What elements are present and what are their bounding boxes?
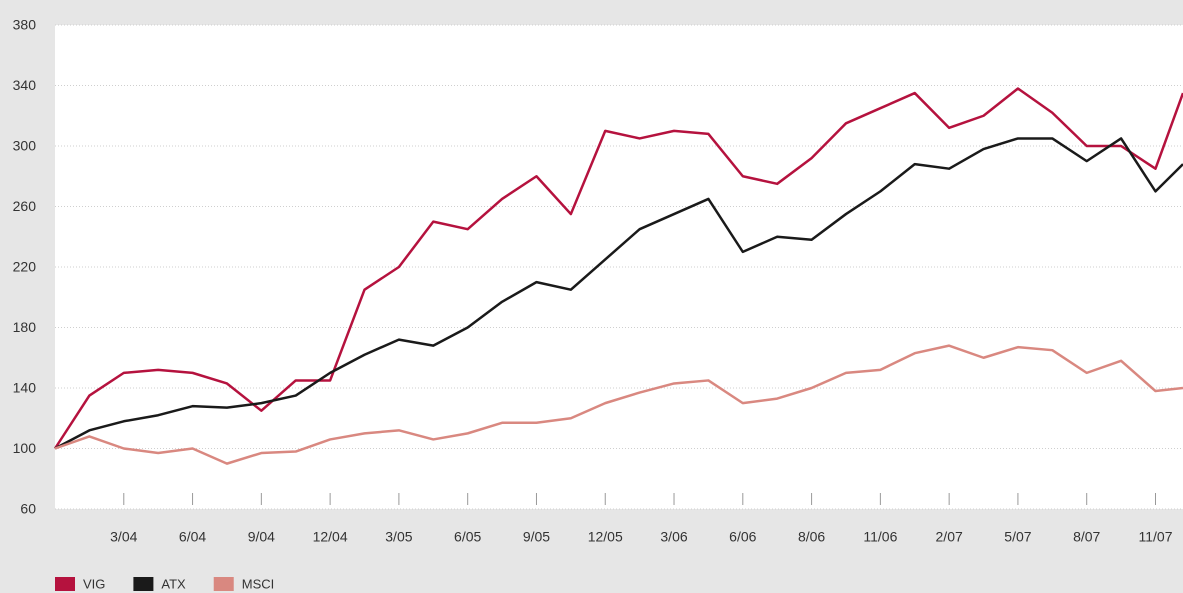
y-tick-label: 300 xyxy=(13,138,37,154)
y-tick-label: 180 xyxy=(13,319,37,335)
legend-label: VIG xyxy=(83,576,105,591)
y-tick-label: 140 xyxy=(13,380,37,396)
x-tick-label: 9/04 xyxy=(248,529,275,545)
x-tick-label: 11/06 xyxy=(863,529,897,545)
y-tick-label: 220 xyxy=(13,259,37,275)
series-line xyxy=(53,87,1183,450)
y-tick-label: 340 xyxy=(13,77,37,93)
x-tick-label: 3/05 xyxy=(385,529,412,545)
legend-label: MSCI xyxy=(242,576,275,591)
y-tick-label: 100 xyxy=(13,440,37,456)
legend-swatch xyxy=(133,577,154,591)
x-tick-label: 2/07 xyxy=(936,529,963,545)
x-tick-label: 11/07 xyxy=(1138,529,1172,545)
x-tick-label: 3/04 xyxy=(110,529,137,545)
x-tick-label: 5/07 xyxy=(1004,529,1031,545)
x-tick-label: 8/07 xyxy=(1073,529,1100,545)
x-tick-label: 6/05 xyxy=(454,529,481,545)
x-tick-label: 12/04 xyxy=(313,529,348,545)
legend-label: ATX xyxy=(161,576,186,591)
legend-swatch xyxy=(55,577,75,591)
x-tick-label: 3/06 xyxy=(660,529,687,545)
x-tick-label: 6/06 xyxy=(729,529,756,545)
legend-swatch xyxy=(213,577,234,591)
y-tick-label: 260 xyxy=(13,198,37,214)
x-tick-label: 12/05 xyxy=(588,529,623,545)
y-tick-label: 380 xyxy=(13,17,37,33)
x-tick-label: 8/06 xyxy=(798,529,825,545)
series-line xyxy=(54,344,1183,465)
y-tick-label: 60 xyxy=(20,501,36,517)
series-line xyxy=(54,137,1183,450)
x-tick-label: 6/04 xyxy=(179,529,206,545)
x-tick-label: 9/05 xyxy=(523,529,550,545)
